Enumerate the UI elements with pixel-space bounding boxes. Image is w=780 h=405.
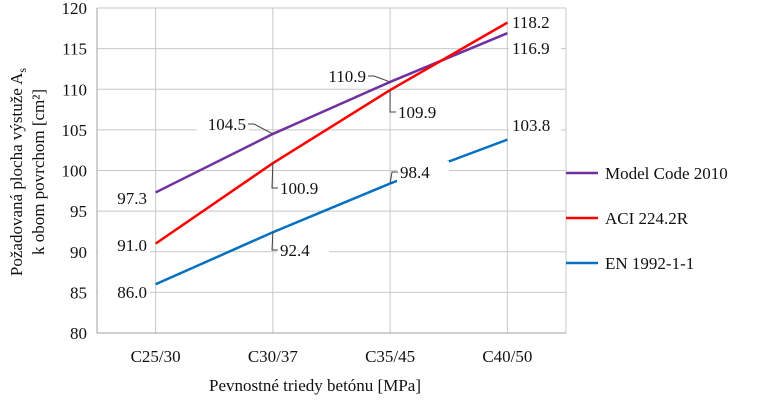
data-label: 86.0 <box>117 283 147 302</box>
data-label: 103.8 <box>512 116 550 135</box>
x-tick-label: C40/50 <box>482 347 532 366</box>
legend: Model Code 2010 ACI 224.2R EN 1992-1-1 <box>566 164 728 273</box>
y-tick-labels: 80 85 90 95 100 105 110 115 120 <box>62 0 88 343</box>
y-axis-label-line1: Požadovaná plocha výstuže A <box>7 72 26 276</box>
x-axis-label: Pevnostné triedy betónu [MPa] <box>209 376 421 395</box>
y-axis-label-line2: k obom povrchom [cm²] <box>29 89 48 255</box>
data-label-bg <box>98 187 150 209</box>
x-tick-label: C25/30 <box>131 347 181 366</box>
data-labels: 97.3 104.5 110.9 116.9 91.0 100.9 109.9 118.2 86… <box>98 11 561 303</box>
data-label: 100.9 <box>280 179 318 198</box>
svg-text:Požadovaná plocha výstuže As: Požadovaná plocha výstuže As <box>7 68 29 276</box>
data-label: 98.4 <box>400 163 430 182</box>
data-label-bg <box>197 113 249 135</box>
x-tick-labels: C25/30 C30/37 C35/45 C40/50 <box>131 347 533 366</box>
leader-line <box>389 90 396 113</box>
legend-label: EN 1992-1-1 <box>605 254 694 273</box>
y-tick-label: 120 <box>62 0 88 18</box>
data-label: 118.2 <box>512 13 550 32</box>
y-tick-label: 90 <box>70 243 87 262</box>
data-label-bg <box>395 101 447 123</box>
y-tick-label: 85 <box>70 283 87 302</box>
data-label: 110.9 <box>328 67 366 86</box>
data-label: 91.0 <box>117 236 147 255</box>
gridlines <box>96 7 567 334</box>
x-tick-label: C30/37 <box>248 347 299 366</box>
y-axis-label: Požadovaná plocha výstuže As k obom povr… <box>7 68 48 276</box>
data-label-bg <box>397 161 449 183</box>
y-tick-label: 80 <box>70 324 87 343</box>
data-label-bg <box>98 234 150 256</box>
leader-line <box>248 123 274 135</box>
leader-line <box>271 232 278 251</box>
x-tick-label: C35/45 <box>365 347 415 366</box>
legend-label: ACI 224.2R <box>605 209 689 228</box>
series-line-0 <box>155 32 508 194</box>
data-label: 92.4 <box>280 241 310 260</box>
y-tick-label: 110 <box>62 80 87 99</box>
data-label: 97.3 <box>117 189 147 208</box>
leader-line <box>271 163 278 189</box>
series-line-2 <box>155 138 508 286</box>
data-label-bg <box>277 177 329 199</box>
data-label-bg <box>277 239 329 261</box>
leader-line <box>389 171 398 184</box>
data-label-bg <box>509 114 561 136</box>
leader-line <box>368 75 391 83</box>
series-lines <box>154 21 508 286</box>
data-label-bg <box>98 281 150 303</box>
data-label: 116.9 <box>512 39 550 58</box>
data-label: 104.5 <box>208 115 246 134</box>
y-tick-label: 100 <box>62 162 88 181</box>
data-label-bg <box>509 11 561 33</box>
data-label-bg <box>317 65 369 87</box>
legend-label: Model Code 2010 <box>605 164 728 183</box>
data-label-bg <box>509 37 561 59</box>
y-tick-label: 105 <box>62 121 88 140</box>
data-label: 109.9 <box>398 103 436 122</box>
series-line-1 <box>154 21 508 245</box>
y-axis-label-subscript: s <box>15 68 29 73</box>
y-tick-label: 95 <box>70 202 87 221</box>
y-tick-label: 115 <box>62 40 87 59</box>
